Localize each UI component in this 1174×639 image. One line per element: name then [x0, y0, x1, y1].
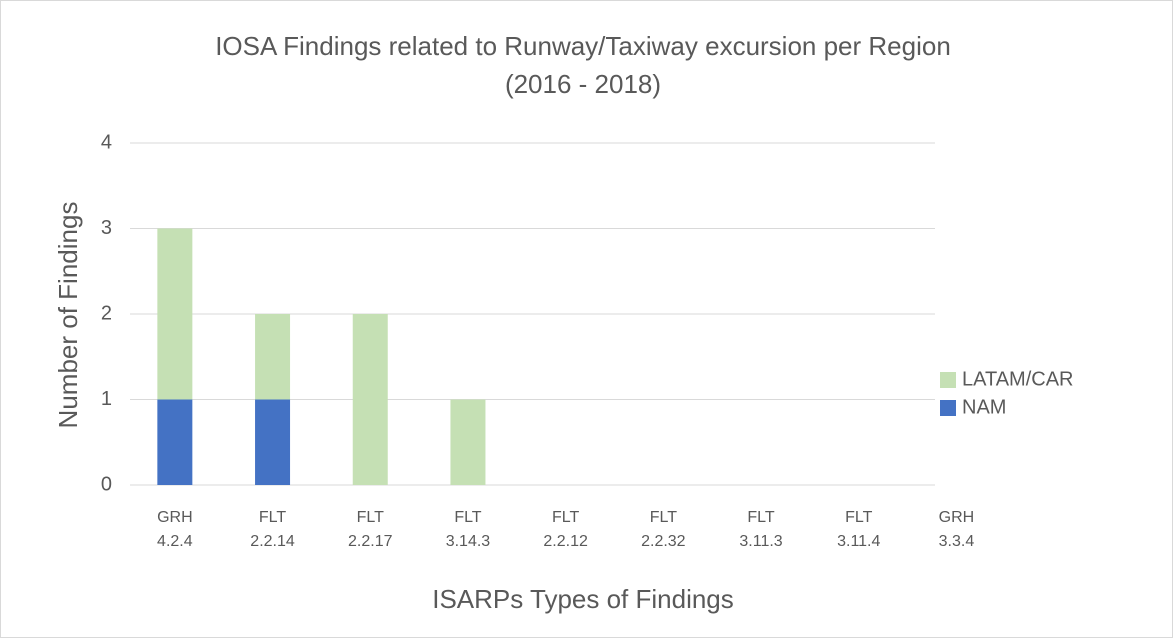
- legend-swatch: [940, 400, 956, 416]
- x-tick-label: FLT: [454, 509, 481, 526]
- legend-label: NAM: [962, 396, 1006, 418]
- x-tick-label: 2.2.32: [641, 533, 686, 550]
- x-tick-label: 3.11.4: [837, 533, 880, 550]
- x-tick-label: FLT: [259, 509, 286, 526]
- bar-segment: [255, 399, 291, 485]
- x-tick-label: FLT: [747, 509, 774, 526]
- bar-segment: [352, 314, 388, 485]
- x-tick-label: 3.11.3: [739, 533, 782, 550]
- chart-title: IOSA Findings related to Runway/Taxiway …: [215, 31, 951, 61]
- x-tick-label: 3.3.4: [939, 533, 975, 550]
- y-tick-label: 4: [101, 131, 112, 153]
- bar-segment: [255, 314, 291, 400]
- y-tick-label: 3: [101, 217, 112, 239]
- x-axis-title: ISARPs Types of Findings: [432, 584, 734, 614]
- bar-segment: [157, 228, 193, 400]
- bar-segment: [157, 399, 193, 485]
- y-tick-label: 2: [101, 302, 112, 324]
- y-axis-title: Number of Findings: [53, 202, 83, 429]
- x-tick-label: 3.14.3: [446, 533, 491, 550]
- y-tick-label: 0: [101, 473, 112, 495]
- x-tick-label: 2.2.17: [348, 533, 393, 550]
- x-tick-label: GRH: [939, 509, 975, 526]
- legend-label: LATAM/CAR: [962, 368, 1074, 390]
- bar-segment: [450, 399, 486, 485]
- x-tick-label: FLT: [357, 509, 384, 526]
- x-tick-label: 4.2.4: [157, 533, 193, 550]
- x-tick-label: 2.2.12: [543, 533, 588, 550]
- chart-title: (2016 - 2018): [505, 69, 661, 99]
- x-tick-label: FLT: [650, 509, 677, 526]
- x-tick-label: GRH: [157, 509, 193, 526]
- legend-swatch: [940, 372, 956, 388]
- x-tick-label: FLT: [845, 509, 872, 526]
- y-tick-label: 1: [101, 388, 112, 410]
- x-tick-label: FLT: [552, 509, 579, 526]
- x-tick-label: 2.2.14: [250, 533, 295, 550]
